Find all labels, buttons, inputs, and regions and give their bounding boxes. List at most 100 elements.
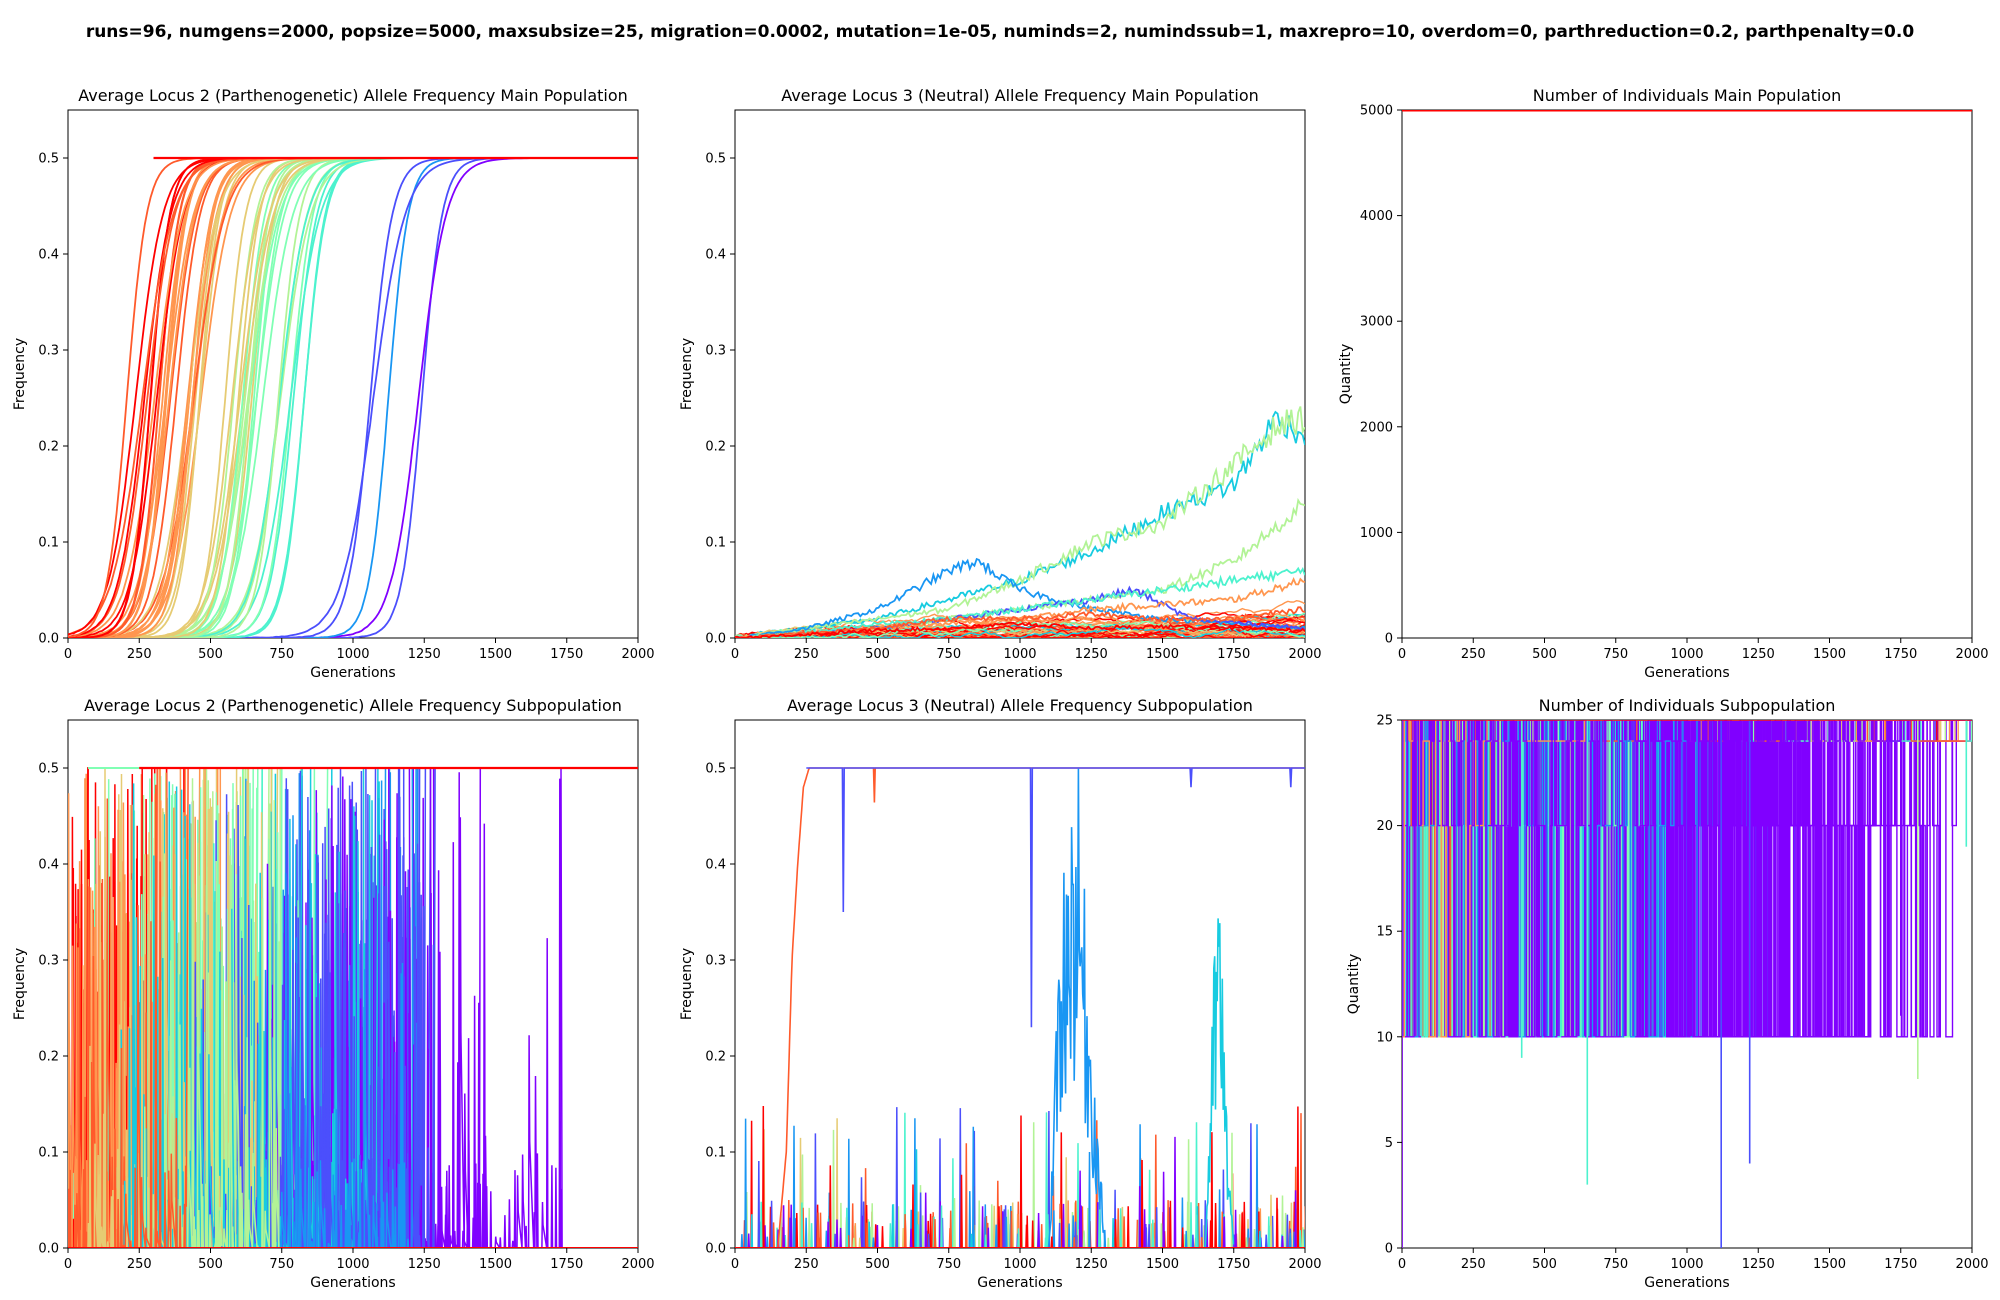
- series-line: [68, 157, 638, 638]
- series-line: [68, 157, 638, 638]
- series-line: [68, 157, 638, 638]
- x-tick-label: 250: [1461, 1257, 1486, 1272]
- chart-title: Number of Individuals Main Population: [1533, 86, 1842, 105]
- x-tick-label: 1000: [1003, 647, 1036, 662]
- y-tick-label: 5: [1385, 1136, 1393, 1151]
- series-line: [68, 157, 638, 638]
- x-axis-label: Generations: [1644, 665, 1729, 681]
- plot-area: [68, 156, 638, 638]
- series-line: [68, 157, 638, 638]
- x-tick-label: 0: [1398, 1257, 1406, 1272]
- chart-title: Average Locus 2 (Parthenogenetic) Allele…: [84, 696, 622, 715]
- series-line: [68, 157, 638, 638]
- x-tick-label: 1250: [1742, 1257, 1775, 1272]
- series-line: [68, 157, 638, 638]
- x-tick-label: 750: [936, 647, 961, 662]
- y-tick-label: 0.2: [38, 1050, 59, 1065]
- panel-l3-main: Average Locus 3 (Neutral) Allele Frequen…: [679, 86, 1322, 681]
- figure-title: runs=96, numgens=2000, popsize=5000, max…: [85, 22, 1915, 42]
- series-line: [68, 157, 638, 638]
- y-tick-label: 4000: [1360, 209, 1393, 224]
- series-line: [68, 157, 638, 638]
- y-tick-label: 0.2: [705, 1050, 726, 1065]
- y-tick-label: 0.3: [705, 954, 726, 969]
- chart-title: Average Locus 3 (Neutral) Allele Frequen…: [781, 86, 1259, 105]
- x-tick-label: 250: [127, 1257, 152, 1272]
- series-line: [68, 157, 638, 638]
- series-line: [735, 1118, 1292, 1248]
- y-tick-label: 0.1: [38, 536, 59, 551]
- x-tick-label: 1250: [1075, 1257, 1108, 1272]
- series-line: [735, 1201, 1271, 1248]
- x-tick-label: 0: [731, 1257, 739, 1272]
- series-line: [68, 157, 638, 638]
- plot-area: [735, 767, 1305, 1248]
- x-tick-label: 750: [1603, 1257, 1628, 1272]
- series-line: [1047, 768, 1106, 1248]
- y-tick-label: 0: [1385, 1242, 1393, 1257]
- chart-title: Number of Individuals Subpopulation: [1539, 696, 1836, 715]
- series-line: [68, 767, 638, 1248]
- series-line: [735, 566, 1305, 638]
- x-tick-label: 750: [1603, 647, 1628, 662]
- y-tick-label: 0.0: [38, 632, 59, 647]
- series-line: [68, 157, 638, 638]
- x-tick-label: 1000: [1670, 1257, 1703, 1272]
- plot-area: [735, 406, 1305, 638]
- y-axis-label: Quantity: [1346, 954, 1362, 1015]
- series-line: [735, 406, 1305, 638]
- series-line: [68, 157, 638, 638]
- series-line: [68, 157, 638, 638]
- series-line: [68, 157, 638, 638]
- x-tick-label: 1750: [1884, 647, 1917, 662]
- series-line: [735, 1118, 1273, 1248]
- series-line: [68, 157, 638, 638]
- y-tick-label: 0.1: [38, 1146, 59, 1161]
- series-line: [68, 767, 638, 1248]
- x-tick-label: 1250: [408, 647, 441, 662]
- series-line: [68, 157, 638, 638]
- panel-count-main: Number of Individuals Main Population 0 25…: [1338, 86, 1989, 681]
- series-line: [735, 1197, 1305, 1248]
- x-tick-label: 0: [1398, 647, 1406, 662]
- series-line: [735, 1122, 1272, 1248]
- x-tick-label: 250: [1461, 647, 1486, 662]
- series-line: [735, 1113, 1303, 1248]
- y-tick-label: 0.5: [705, 762, 726, 777]
- series-line: [68, 157, 638, 638]
- y-tick-label: 0.3: [38, 954, 59, 969]
- series-line: [68, 157, 638, 638]
- series-line: [68, 157, 638, 638]
- x-tick-label: 1500: [479, 647, 512, 662]
- series-line: [68, 157, 638, 638]
- series-line: [735, 621, 1305, 638]
- series-line: [68, 767, 638, 1248]
- x-tick-label: 1750: [550, 647, 583, 662]
- x-tick-label: 500: [1532, 647, 1557, 662]
- series-line: [68, 157, 638, 638]
- series-line: [68, 157, 638, 638]
- series-line: [1204, 918, 1235, 1248]
- x-tick-label: 750: [269, 647, 294, 662]
- x-axis-label: Generations: [310, 665, 395, 681]
- series-line: [68, 157, 638, 638]
- series-line: [735, 1136, 1284, 1248]
- series-line: [68, 157, 638, 638]
- x-tick-label: 250: [794, 1257, 819, 1272]
- plot-area: [1402, 720, 1972, 1248]
- series-line: [68, 157, 638, 638]
- series-line: [1402, 720, 1972, 1248]
- x-tick-label: 2000: [1288, 647, 1321, 662]
- y-tick-label: 0.1: [705, 536, 726, 551]
- x-tick-label: 2000: [1955, 1257, 1988, 1272]
- y-tick-label: 0.0: [705, 632, 726, 647]
- series-line: [68, 157, 638, 638]
- x-axis-label: Generations: [977, 1275, 1062, 1291]
- x-tick-label: 500: [1532, 1257, 1557, 1272]
- y-tick-label: 0.0: [38, 1242, 59, 1257]
- series-line: [68, 157, 638, 638]
- plot-area: [68, 766, 638, 1248]
- series-line: [68, 157, 638, 638]
- series-line: [68, 157, 638, 638]
- panel-l3-sub: Average Locus 3 (Neutral) Allele Frequen…: [679, 696, 1322, 1291]
